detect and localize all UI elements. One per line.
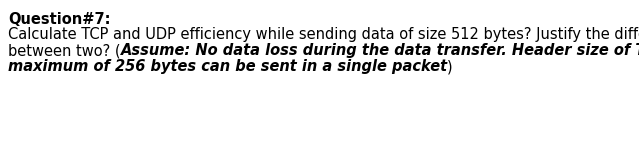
Text: Calculate TCP and UDP efficiency while sending data of size 512 bytes? Justify t: Calculate TCP and UDP efficiency while s…: [8, 27, 639, 42]
Text: maximum of 256 bytes can be sent in a single packet: maximum of 256 bytes can be sent in a si…: [8, 59, 447, 74]
Text: ): ): [447, 59, 453, 74]
Text: between two? (: between two? (: [8, 43, 121, 58]
Text: Question#7:: Question#7:: [8, 12, 111, 27]
Text: Assume: No data loss during the data transfer. Header size of TCP is maximum and: Assume: No data loss during the data tra…: [121, 43, 639, 58]
